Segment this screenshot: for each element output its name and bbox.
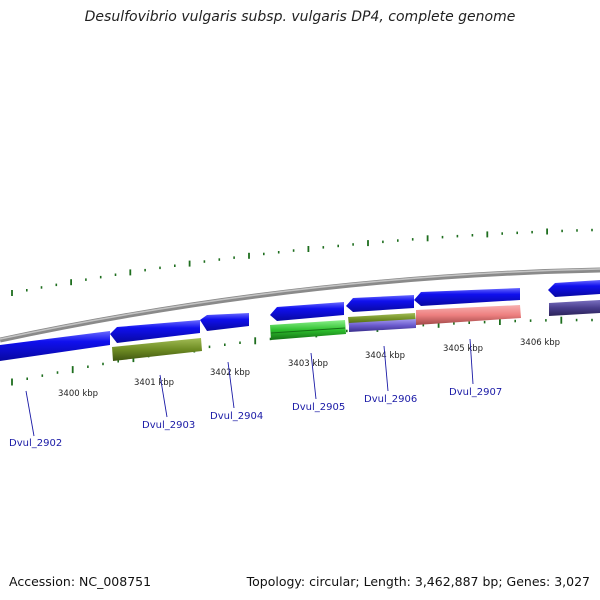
scale-label-3402: 3402 kbp	[210, 368, 250, 378]
cds-arrow-2907[interactable]	[414, 288, 520, 306]
gene-label-2904[interactable]: Dvul_2904	[210, 411, 263, 422]
feature-olive-2903[interactable]	[112, 338, 202, 361]
gene-label-2902[interactable]: Dvul_2902	[9, 438, 62, 449]
leader-line-2905	[310, 352, 317, 400]
scale-label-3406: 3406 kbp	[520, 338, 560, 348]
leader-line-2904	[227, 361, 235, 409]
genome-summary: Topology: circular; Length: 3,462,887 bp…	[246, 574, 590, 589]
gene-leader-lines	[25, 338, 474, 437]
forward-strand-features	[0, 280, 600, 361]
scale-label-3405: 3405 kbp	[443, 344, 483, 354]
feature-green-divider	[270, 327, 346, 334]
scale-label-3401: 3401 kbp	[134, 378, 174, 388]
scale-label-3403: 3403 kbp	[288, 359, 328, 369]
feature-pink-2907[interactable]	[416, 305, 521, 325]
gene-label-2903[interactable]: Dvul_2903	[142, 420, 195, 431]
gene-labels: Dvul_2902 Dvul_2903 Dvul_2904 Dvul_2905 …	[9, 387, 502, 449]
cds-arrow-2908[interactable]	[548, 280, 600, 297]
cds-arrow-2904[interactable]	[200, 313, 249, 331]
gene-label-2907[interactable]: Dvul_2907	[449, 387, 502, 398]
feature-navy-2908[interactable]	[549, 300, 600, 316]
gene-label-2906[interactable]: Dvul_2906	[364, 394, 417, 405]
cds-arrow-2903[interactable]	[110, 320, 200, 343]
cds-arrow-2905[interactable]	[270, 302, 344, 321]
reverse-strand-features	[112, 300, 600, 361]
outer-tick-track	[11, 228, 593, 296]
leader-line-2903	[159, 374, 168, 418]
scale-label-3400: 3400 kbp	[58, 389, 98, 399]
leader-line-2907	[469, 338, 474, 385]
map-title: Desulfovibrio vulgaris subsp. vulgaris D…	[84, 9, 516, 25]
cds-arrow-2902[interactable]	[0, 331, 110, 361]
genome-backbone-highlight	[0, 268, 600, 340]
leader-line-2906	[383, 345, 389, 392]
leader-line-2902	[25, 390, 35, 437]
cds-arrow-2906[interactable]	[346, 295, 414, 312]
gene-label-2905[interactable]: Dvul_2905	[292, 402, 345, 413]
genome-backbone	[0, 267, 600, 343]
accession-label: Accession: NC_008751	[9, 574, 152, 589]
feature-purple-2906[interactable]	[349, 319, 416, 332]
